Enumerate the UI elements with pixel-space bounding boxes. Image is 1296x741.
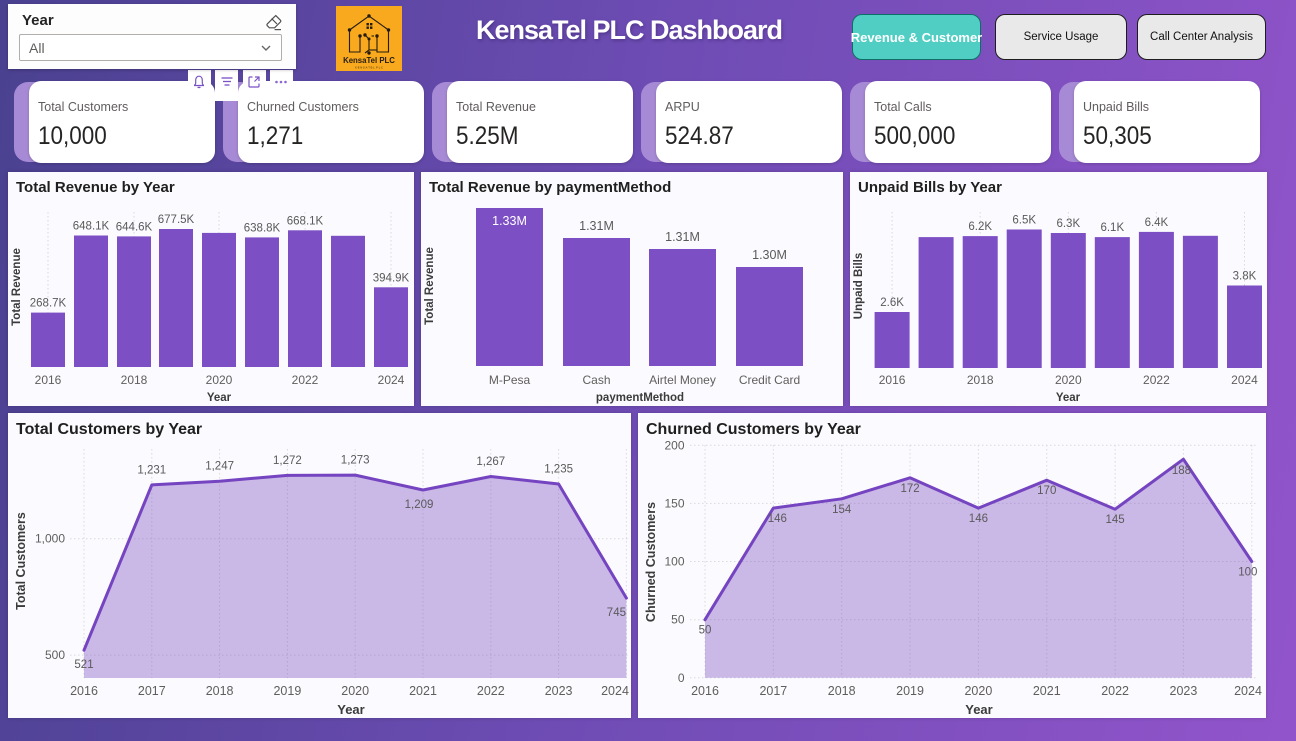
svg-text:638.8K: 638.8K [244, 222, 281, 234]
svg-text:Year: Year [965, 702, 992, 717]
svg-text:668.1K: 668.1K [287, 215, 324, 227]
svg-text:2022: 2022 [1143, 373, 1170, 387]
svg-text:2020: 2020 [1055, 373, 1082, 387]
svg-text:Total Revenue by paymentMethod: Total Revenue by paymentMethod [429, 179, 671, 196]
svg-text:Cash: Cash [582, 373, 610, 387]
svg-text:2021: 2021 [409, 684, 437, 698]
svg-text:2016: 2016 [691, 684, 719, 698]
svg-text:677.5K: 677.5K [158, 214, 195, 226]
svg-text:Credit Card: Credit Card [739, 373, 800, 387]
svg-text:2017: 2017 [138, 684, 166, 698]
svg-text:Year: Year [337, 702, 364, 717]
svg-text:2022: 2022 [1101, 684, 1129, 698]
svg-text:Year: Year [1056, 392, 1081, 404]
svg-text:Unpaid Bills by Year: Unpaid Bills by Year [858, 179, 1002, 196]
svg-text:2024: 2024 [1231, 373, 1258, 387]
svg-text:6.4K: 6.4K [1145, 217, 1169, 229]
svg-text:1,272: 1,272 [273, 455, 302, 467]
svg-text:Total Customers: Total Customers [14, 512, 28, 610]
svg-text:2022: 2022 [477, 684, 505, 698]
svg-text:Total Revenue by Year: Total Revenue by Year [16, 179, 175, 196]
svg-text:1.31M: 1.31M [665, 230, 700, 244]
svg-text:145: 145 [1106, 514, 1125, 526]
svg-text:50: 50 [699, 625, 712, 637]
svg-text:6.3K: 6.3K [1056, 218, 1080, 230]
svg-text:1,231: 1,231 [137, 464, 166, 476]
svg-text:1,247: 1,247 [205, 461, 234, 473]
svg-text:268.7K: 268.7K [30, 298, 67, 310]
svg-text:2024: 2024 [378, 373, 405, 387]
svg-text:172: 172 [900, 483, 919, 495]
svg-text:1.33M: 1.33M [492, 214, 527, 228]
svg-text:146: 146 [969, 513, 988, 525]
svg-text:200: 200 [664, 438, 684, 452]
svg-text:2024: 2024 [1234, 684, 1262, 698]
svg-text:1,273: 1,273 [341, 455, 370, 467]
svg-text:2018: 2018 [121, 373, 148, 387]
svg-text:1,267: 1,267 [476, 456, 505, 468]
svg-text:2018: 2018 [967, 373, 994, 387]
svg-text:50: 50 [671, 613, 685, 627]
svg-text:2016: 2016 [70, 684, 98, 698]
svg-text:Total Revenue: Total Revenue [11, 248, 23, 326]
svg-text:1,000: 1,000 [35, 532, 65, 546]
svg-text:paymentMethod: paymentMethod [596, 392, 684, 404]
svg-text:2019: 2019 [273, 684, 301, 698]
svg-text:2023: 2023 [1170, 684, 1198, 698]
svg-text:2020: 2020 [964, 684, 992, 698]
svg-text:2016: 2016 [35, 373, 62, 387]
svg-text:2016: 2016 [879, 373, 906, 387]
svg-text:Churned Customers by Year: Churned Customers by Year [646, 421, 861, 438]
svg-text:2023: 2023 [545, 684, 573, 698]
svg-text:2018: 2018 [828, 684, 856, 698]
svg-text:644.6K: 644.6K [116, 221, 153, 233]
svg-text:6.5K: 6.5K [1012, 215, 1036, 227]
svg-text:146: 146 [768, 513, 787, 525]
svg-text:2.6K: 2.6K [880, 297, 904, 309]
svg-text:KensaTel PLC: KensaTel PLC [343, 56, 395, 65]
svg-text:150: 150 [664, 496, 684, 510]
svg-text:3.8K: 3.8K [1233, 271, 1257, 283]
svg-text:500: 500 [45, 648, 65, 662]
svg-text:2019: 2019 [896, 684, 924, 698]
svg-text:Total Revenue: Total Revenue [424, 247, 436, 325]
svg-text:100: 100 [664, 555, 684, 569]
svg-text:2024: 2024 [601, 684, 629, 698]
svg-text:1,235: 1,235 [544, 463, 573, 475]
svg-text:Unpaid Bills: Unpaid Bills [853, 253, 865, 319]
svg-text:2020: 2020 [206, 373, 233, 387]
svg-text:0: 0 [678, 671, 685, 685]
svg-text:100: 100 [1238, 567, 1257, 579]
svg-text:170: 170 [1037, 485, 1056, 497]
svg-text:1.31M: 1.31M [579, 219, 614, 233]
svg-text:745: 745 [607, 607, 626, 619]
svg-text:521: 521 [74, 659, 93, 671]
svg-text:Airtel Money: Airtel Money [649, 373, 716, 387]
svg-text:2020: 2020 [341, 684, 369, 698]
svg-text:2022: 2022 [292, 373, 319, 387]
svg-text:2018: 2018 [206, 684, 234, 698]
svg-text:394.9K: 394.9K [373, 272, 410, 284]
svg-text:1,209: 1,209 [405, 499, 434, 511]
svg-text:Total Customers by Year: Total Customers by Year [16, 421, 202, 438]
svg-text:154: 154 [832, 504, 852, 516]
svg-text:6.1K: 6.1K [1100, 222, 1124, 234]
svg-text:188: 188 [1172, 465, 1191, 477]
svg-text:2021: 2021 [1033, 684, 1061, 698]
svg-text:2017: 2017 [759, 684, 787, 698]
svg-text:Year: Year [207, 392, 232, 404]
svg-text:M-Pesa: M-Pesa [489, 373, 531, 387]
svg-text:1.30M: 1.30M [752, 248, 787, 262]
svg-text:Churned Customers: Churned Customers [644, 502, 658, 622]
svg-text:648.1K: 648.1K [73, 221, 110, 233]
svg-text:6.2K: 6.2K [968, 221, 992, 233]
svg-text:K·E·N·S·A·T·E·L P·L·C: K·E·N·S·A·T·E·L P·L·C [355, 66, 383, 70]
